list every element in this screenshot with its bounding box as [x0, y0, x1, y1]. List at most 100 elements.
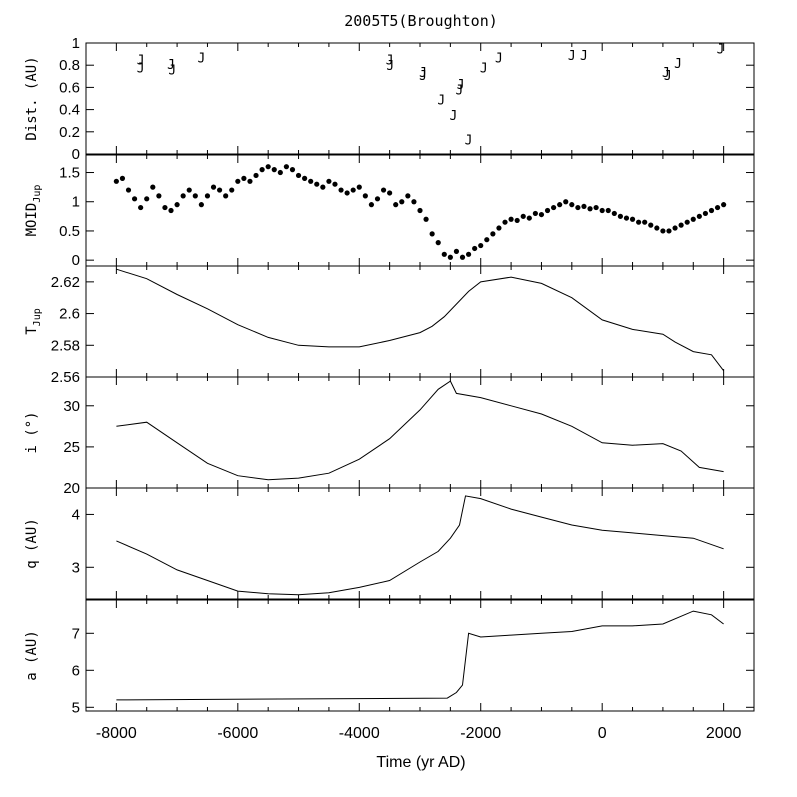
y-tick-label: 5 — [72, 699, 80, 716]
data-point-J: J — [456, 84, 464, 99]
data-point — [557, 202, 563, 208]
data-point — [277, 169, 283, 176]
data-point — [660, 228, 666, 234]
panel-frame — [85, 265, 755, 378]
data-point-J: J — [437, 94, 445, 109]
panel-5: 3 4 q (AU) — [24, 487, 755, 600]
y-tick-label: 0.4 — [59, 102, 80, 119]
data-point — [210, 184, 217, 190]
data-point — [605, 207, 611, 214]
data-point — [508, 216, 514, 222]
series-line — [116, 380, 724, 481]
data-point — [569, 202, 575, 208]
data-point-J: J — [167, 58, 175, 73]
y-tick-label: 25 — [63, 439, 80, 456]
data-point — [144, 196, 150, 202]
data-point — [551, 204, 557, 211]
data-point — [587, 206, 593, 212]
data-point — [283, 164, 289, 170]
data-point-J: J — [465, 134, 473, 149]
y-tick-label: 2.58 — [51, 337, 80, 354]
data-point-J: J — [449, 109, 457, 124]
data-point — [150, 184, 156, 190]
series-line — [116, 610, 724, 701]
data-point-J: J — [495, 51, 503, 66]
y-tick-label: 2.6 — [59, 306, 80, 323]
data-point — [496, 225, 502, 231]
data-point-J: J — [717, 43, 725, 58]
data-point — [636, 219, 642, 225]
panel-frame — [85, 376, 755, 489]
panel-2: 0 0.5 1 1.5 MOIDJup — [24, 154, 755, 269]
data-point — [344, 190, 350, 196]
y-tick-label: 3 — [72, 559, 80, 576]
y-tick-label: 1 — [72, 194, 80, 211]
data-point — [198, 202, 204, 208]
y-tick-label: 30 — [63, 398, 80, 415]
data-point — [648, 222, 654, 228]
data-point — [113, 178, 119, 184]
data-point — [259, 167, 265, 173]
panel-frame — [85, 487, 755, 600]
y-tick-label: 0 — [72, 252, 80, 269]
data-point — [368, 202, 375, 208]
data-point-J: J — [664, 69, 672, 84]
data-point — [356, 184, 362, 190]
data-point — [289, 167, 296, 173]
y-axis-label: TJup — [24, 308, 43, 335]
y-tick-label: 1 — [72, 35, 80, 52]
data-point — [502, 219, 508, 225]
data-point — [314, 181, 320, 187]
data-point — [654, 225, 660, 231]
y-axis-label: i (°) — [24, 411, 40, 453]
x-tick-label: -2000 — [460, 725, 501, 742]
y-tick-label: 2.56 — [51, 369, 80, 386]
data-point — [684, 219, 690, 225]
data-point — [629, 216, 636, 222]
data-point — [708, 207, 715, 214]
y-tick-label: 1.5 — [59, 165, 80, 182]
series-line — [116, 495, 724, 596]
y-axis-label: MOIDJup — [24, 185, 43, 237]
data-point — [459, 254, 466, 260]
data-point — [575, 204, 581, 211]
data-point — [544, 207, 551, 214]
y-tick-label: 0 — [72, 146, 80, 163]
data-point — [429, 231, 435, 237]
data-point — [714, 204, 721, 211]
data-point — [131, 196, 138, 202]
data-point — [690, 216, 696, 222]
data-point-J: J — [662, 66, 670, 81]
data-point — [447, 254, 453, 260]
data-point — [387, 190, 393, 196]
data-point — [350, 187, 356, 193]
data-point — [119, 175, 126, 181]
data-point — [265, 164, 271, 170]
chart-title: 2005T5(Broughton) — [344, 12, 498, 30]
data-point — [702, 210, 709, 217]
data-point — [302, 175, 308, 181]
data-point — [472, 245, 478, 252]
y-tick-label: 0.5 — [59, 223, 80, 240]
data-point — [666, 228, 672, 234]
data-point-J: J — [197, 51, 205, 66]
data-point-J: J — [674, 57, 682, 72]
data-point — [217, 187, 223, 193]
data-point — [435, 240, 441, 246]
data-point — [229, 187, 235, 193]
data-point — [380, 187, 387, 193]
series-line — [116, 268, 724, 372]
data-point-J: J — [386, 59, 394, 74]
data-point-J: J — [480, 61, 488, 76]
data-point — [532, 210, 538, 217]
data-point — [599, 207, 605, 214]
x-tick-label: 0 — [598, 725, 607, 742]
x-axis-label: Time (yr AD) — [376, 754, 465, 771]
data-point — [563, 199, 569, 205]
panel-6: 5 6 7 a (AU) — [24, 599, 755, 716]
data-point — [721, 202, 727, 208]
data-point — [362, 193, 368, 199]
data-point — [405, 193, 411, 199]
data-point — [465, 251, 472, 257]
